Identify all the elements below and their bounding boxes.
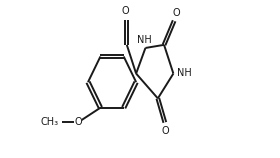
- Text: O: O: [122, 6, 129, 16]
- Text: O: O: [162, 126, 169, 136]
- Text: O: O: [74, 117, 82, 127]
- Text: CH₃: CH₃: [40, 117, 59, 128]
- Text: NH: NH: [137, 35, 152, 45]
- Text: O: O: [173, 8, 180, 18]
- Text: NH: NH: [177, 68, 192, 78]
